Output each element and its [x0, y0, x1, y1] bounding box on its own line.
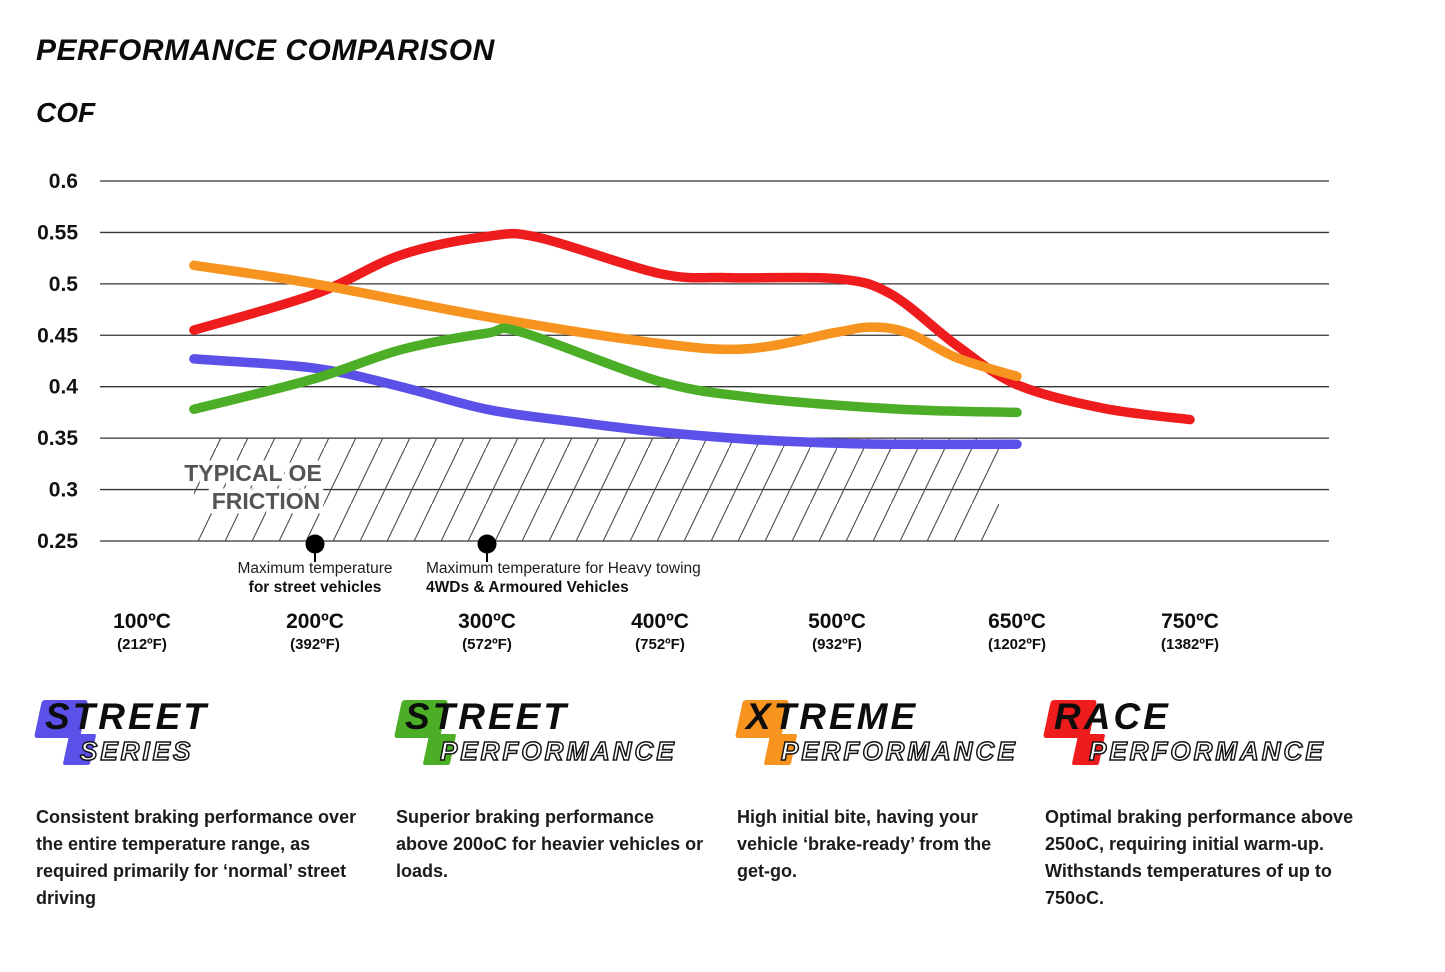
x-tick-label-fahrenheit: (572ºF)	[462, 636, 512, 653]
x-tick-label-celsius: 400ºC	[631, 610, 689, 633]
marker-label-line2: for street vehicles	[249, 579, 382, 596]
legend-item-street-series: STREET SERIES Consistent braking perform…	[33, 696, 396, 912]
legend-item-street-performance: STREET PERFORMANCE Superior braking perf…	[393, 696, 737, 912]
marker-dot	[477, 534, 497, 554]
logo-word-secondary: PERFORMANCE	[439, 735, 677, 767]
x-tick-label-fahrenheit: (752ºF)	[635, 636, 685, 653]
series-line-xtreme-performance	[189, 260, 1022, 382]
y-tick-label: 0.5	[49, 273, 79, 296]
x-tick-label-celsius: 750ºC	[1161, 610, 1219, 633]
y-axis-title: COF	[36, 97, 96, 128]
logo-word-secondary: PERFORMANCE	[1088, 735, 1326, 767]
y-tick-label: 0.4	[49, 376, 79, 399]
logo-word-primary: XTREME	[746, 696, 919, 737]
race-performance-logo: RACE PERFORMANCE	[1042, 696, 1381, 788]
brand-legend: STREET SERIES Consistent braking perform…	[33, 696, 1431, 912]
x-tick-label-fahrenheit: (392ºF)	[290, 636, 340, 653]
y-tick-label: 0.3	[49, 479, 78, 502]
logo-word-secondary: PERFORMANCE	[780, 735, 1018, 767]
brand-description: Superior braking performance above 200oC…	[396, 807, 704, 881]
marker-dot	[305, 534, 325, 554]
x-tick-label-fahrenheit: (212ºF)	[117, 636, 167, 653]
series-line-street-series	[189, 354, 1022, 450]
xtreme-performance-logo: XTREME PERFORMANCE	[734, 696, 1018, 788]
x-tick-label-celsius: 200ºC	[286, 610, 344, 633]
x-tick-label-celsius: 650ºC	[988, 610, 1046, 633]
x-tick-label-fahrenheit: (932ºF)	[812, 636, 862, 653]
page-title: PERFORMANCE COMPARISON	[36, 34, 495, 67]
oe-friction-band	[193, 438, 999, 541]
street-performance-logo: STREET PERFORMANCE	[393, 696, 709, 788]
brand-description: Optimal braking performance above 250oC,…	[1045, 807, 1354, 908]
logo-word-primary: STREET	[405, 696, 569, 737]
legend-item-race-performance: RACE PERFORMANCE Optimal braking perform…	[1042, 696, 1409, 912]
marker-label-line1: Maximum temperature	[237, 560, 392, 577]
series-line-street-performance	[189, 323, 1022, 418]
marker-label-line1: Maximum temperature for Heavy towing	[426, 560, 701, 577]
y-tick-label: 0.35	[37, 427, 78, 450]
x-tick-label-celsius: 100ºC	[113, 610, 171, 633]
x-tick-label-fahrenheit: (1202ºF)	[988, 636, 1046, 653]
y-tick-label: 0.55	[37, 221, 78, 244]
y-tick-label: 0.45	[37, 324, 78, 347]
oe-band-label-line1: TYPICAL OE	[184, 460, 322, 486]
oe-band-label-line2: FRICTION	[212, 488, 321, 514]
logo-word-primary: RACE	[1054, 696, 1171, 737]
brand-description: High initial bite, having your vehicle ‘…	[737, 807, 992, 881]
logo-word-primary: STREET	[45, 696, 209, 737]
performance-chart: 0.6 0.55 0.5 0.45 0.4 0.35 0.3 0.25 TYPICAL OE FR…	[0, 150, 1445, 670]
logo-word-secondary: SERIES	[79, 735, 194, 767]
chart-svg: 0.6 0.55 0.5 0.45 0.4 0.35 0.3 0.25 TYPICAL OEFR…	[37, 170, 1329, 653]
legend-item-xtreme-performance: XTREME PERFORMANCE High initial bite, ha…	[734, 696, 1045, 912]
y-tick-label: 0.25	[37, 530, 78, 553]
brand-description: Consistent braking performance over the …	[36, 807, 357, 908]
x-tick-label-fahrenheit: (1382ºF)	[1161, 636, 1219, 653]
street-series-logo: STREET SERIES	[33, 696, 368, 788]
marker-label-line2: 4WDs & Armoured Vehicles	[426, 579, 629, 596]
x-tick-label-celsius: 300ºC	[458, 610, 516, 633]
x-tick-label-celsius: 500ºC	[808, 610, 866, 633]
y-tick-label: 0.6	[49, 170, 78, 193]
series-line-race-performance	[189, 228, 1195, 425]
